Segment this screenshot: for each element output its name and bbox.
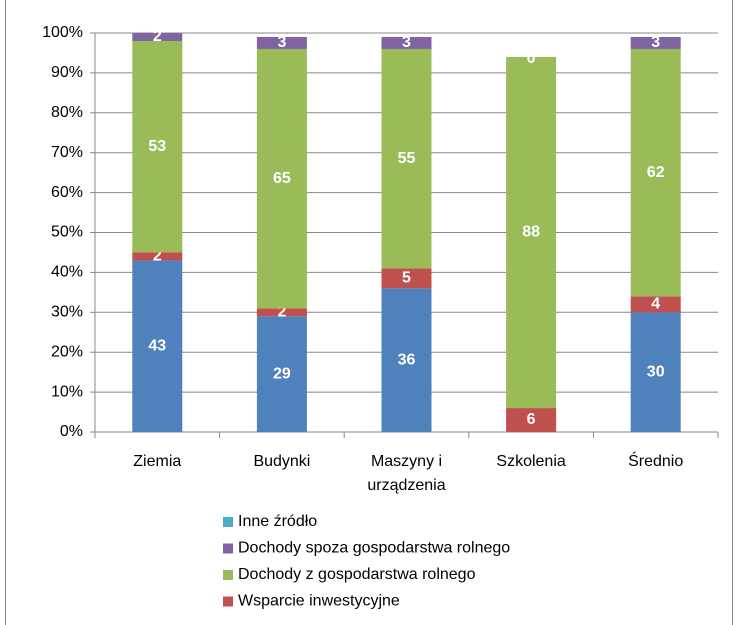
data-label: 88 [522,224,540,241]
y-tick-label: 30% [51,304,83,321]
y-tick-label: 80% [51,104,83,121]
data-label: 6 [527,411,536,428]
legend-label: Dochody spoza gospodarstwa rolnego [238,540,510,557]
y-tick-label: 60% [51,184,83,201]
bar-segment [630,48,681,297]
data-label: 5 [402,270,411,287]
bar-segment [132,33,183,41]
y-tick-label: 100% [42,24,83,41]
bar-segment [630,312,681,432]
bar-segment [132,40,183,253]
bar-segment [256,316,307,432]
bar-segment [506,56,557,409]
bar-segment [381,288,432,432]
data-label: 43 [148,337,166,354]
x-tick-label: Ziemia [133,453,181,470]
data-label: 3 [277,34,286,51]
bar-segment [381,268,432,289]
bar-segment [506,408,557,432]
bar-segment [256,308,307,317]
data-label: 4 [651,296,660,313]
legend-label: Inne źródło [238,513,317,530]
x-tick-label: urządzenia [367,477,445,494]
x-tick-label: Budynki [253,453,310,470]
data-label: 0 [527,50,536,67]
bar-segment [256,48,307,309]
data-label: 3 [651,34,660,51]
y-tick-label: 90% [51,64,83,81]
legend-swatch [223,596,233,607]
legend-swatch [223,543,233,554]
bar-segment [630,296,681,313]
y-tick-label: 40% [51,264,83,281]
x-tick-label: Średnio [628,451,683,470]
legend-label: Wsparcie inwestycyjne [238,593,400,610]
bar-segment [256,36,307,49]
bar-segment [381,36,432,49]
data-label: 30 [647,363,665,380]
y-tick-label: 0% [60,423,83,440]
data-label: 65 [273,170,291,187]
x-tick-label: Szkolenia [496,453,565,470]
y-tick-label: 10% [51,383,83,400]
bar-segment [630,36,681,49]
chart-border [5,0,733,625]
data-label: 36 [398,351,416,368]
legend-swatch [223,570,233,580]
y-tick-label: 70% [51,144,83,161]
y-tick-label: 20% [51,343,83,360]
data-label: 3 [402,34,411,51]
data-label: 2 [277,304,286,321]
data-label: 62 [647,164,665,181]
legend-swatch [223,517,233,527]
x-tick-label: Maszyny i [371,453,442,470]
data-label: 2 [153,28,162,45]
bar-segment [381,48,432,269]
data-label: 53 [148,138,166,155]
y-tick-label: 50% [51,224,83,241]
bar-segment [132,260,183,432]
data-label: 29 [273,365,291,382]
data-label: 2 [153,248,162,265]
legend-label: Dochody z gospodarstwa rolnego [238,566,476,583]
data-label: 55 [398,150,416,167]
bar-segment [132,252,183,261]
